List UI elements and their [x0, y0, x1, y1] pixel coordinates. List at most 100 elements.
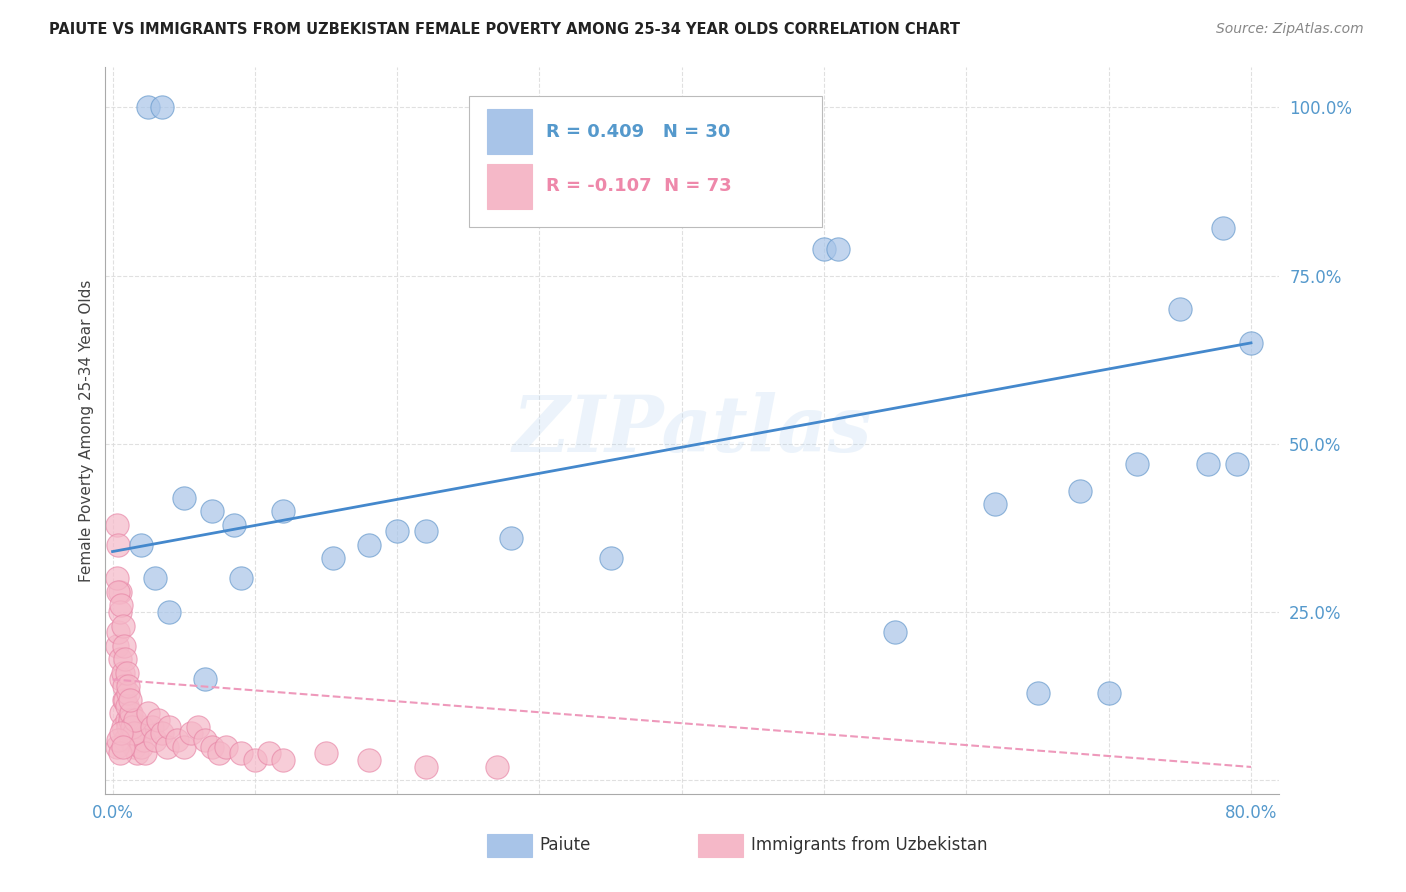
Text: Paiute: Paiute: [540, 837, 591, 855]
Point: [118, 706, 141, 720]
Point: [120, 733, 142, 747]
Point: [115, 699, 138, 714]
Point: [208, 747, 231, 761]
Point: [105, 639, 128, 653]
Point: [111, 720, 134, 734]
Point: [115, 665, 138, 680]
Point: [124, 720, 146, 734]
Point: [108, 605, 131, 619]
Bar: [486, 163, 531, 209]
Point: [122, 726, 145, 740]
Point: [827, 242, 849, 256]
Point: [129, 739, 152, 754]
Point: [984, 498, 1007, 512]
Point: [159, 720, 181, 734]
Point: [110, 599, 132, 613]
Point: [132, 733, 155, 747]
Point: [108, 652, 131, 666]
Point: [111, 618, 134, 632]
Point: [110, 706, 132, 720]
Point: [229, 572, 252, 586]
Point: [201, 504, 224, 518]
Point: [1168, 302, 1191, 317]
Point: [114, 652, 136, 666]
Point: [115, 713, 138, 727]
Point: [884, 625, 907, 640]
Point: [110, 673, 132, 687]
Point: [273, 753, 295, 767]
Point: [1226, 457, 1249, 471]
Point: [201, 739, 224, 754]
Point: [1212, 221, 1234, 235]
Point: [107, 625, 129, 640]
Bar: [486, 834, 531, 857]
Point: [385, 524, 408, 539]
Point: [229, 747, 252, 761]
Point: [117, 686, 139, 700]
FancyBboxPatch shape: [470, 96, 821, 227]
Point: [118, 713, 141, 727]
Point: [110, 726, 132, 740]
Point: [121, 726, 143, 740]
Point: [499, 531, 522, 545]
Point: [485, 760, 508, 774]
Point: [187, 720, 209, 734]
Point: [1197, 457, 1219, 471]
Point: [166, 733, 188, 747]
Point: [131, 720, 153, 734]
Text: ZIPatlas: ZIPatlas: [513, 392, 872, 468]
Point: [143, 572, 166, 586]
Point: [108, 747, 131, 761]
Point: [173, 739, 195, 754]
Point: [156, 739, 179, 754]
Point: [108, 585, 131, 599]
Point: [1098, 686, 1121, 700]
Text: Source: ZipAtlas.com: Source: ZipAtlas.com: [1216, 22, 1364, 37]
Point: [1126, 457, 1149, 471]
Point: [111, 739, 134, 754]
Point: [180, 726, 202, 740]
Point: [273, 504, 295, 518]
Point: [122, 739, 145, 754]
Point: [1240, 335, 1263, 350]
Point: [125, 747, 148, 761]
Point: [357, 753, 380, 767]
Point: [105, 739, 128, 754]
Point: [315, 747, 337, 761]
Point: [112, 692, 135, 706]
Point: [114, 692, 136, 706]
Bar: [699, 834, 742, 857]
Y-axis label: Female Poverty Among 25-34 Year Olds: Female Poverty Among 25-34 Year Olds: [79, 279, 94, 582]
Point: [194, 673, 217, 687]
Point: [121, 720, 143, 734]
Point: [150, 100, 173, 114]
Point: [357, 538, 380, 552]
Point: [112, 639, 135, 653]
Point: [257, 747, 280, 761]
Point: [136, 706, 159, 720]
Text: PAIUTE VS IMMIGRANTS FROM UZBEKISTAN FEMALE POVERTY AMONG 25-34 YEAR OLDS CORREL: PAIUTE VS IMMIGRANTS FROM UZBEKISTAN FEM…: [49, 22, 960, 37]
Point: [127, 733, 149, 747]
Point: [215, 739, 238, 754]
Point: [813, 242, 835, 256]
Point: [107, 733, 129, 747]
Point: [124, 713, 146, 727]
Point: [1026, 686, 1049, 700]
Point: [243, 753, 266, 767]
Point: [1069, 483, 1091, 498]
Point: [107, 585, 129, 599]
Point: [159, 605, 181, 619]
Point: [105, 572, 128, 586]
Point: [134, 747, 156, 761]
Point: [117, 720, 139, 734]
Point: [415, 524, 437, 539]
Point: [105, 517, 128, 532]
Point: [222, 517, 245, 532]
Point: [120, 706, 142, 720]
Text: R = 0.409   N = 30: R = 0.409 N = 30: [546, 122, 730, 141]
Point: [114, 733, 136, 747]
Point: [112, 679, 135, 693]
Point: [322, 551, 344, 566]
Point: [118, 692, 141, 706]
Point: [194, 733, 217, 747]
